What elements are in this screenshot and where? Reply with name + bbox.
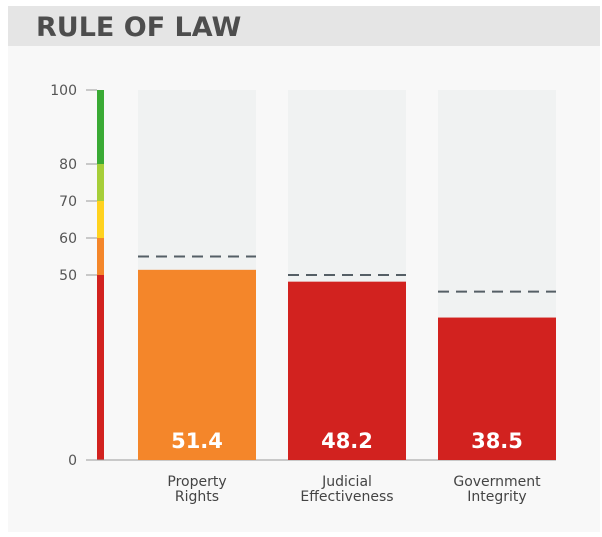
category-label: Integrity xyxy=(467,489,526,505)
category-label: Government xyxy=(453,474,541,490)
y-tick-label: 70 xyxy=(59,194,77,210)
category-label: Judicial xyxy=(321,474,372,490)
y-tick-label: 0 xyxy=(68,453,77,469)
scale-band-4 xyxy=(97,90,104,164)
category-label: Rights xyxy=(175,489,219,505)
bar xyxy=(138,269,256,460)
scale-band-0 xyxy=(97,275,104,460)
title-bar: RULE OF LAW xyxy=(8,6,600,46)
bar xyxy=(438,317,556,460)
scale-band-3 xyxy=(97,164,104,201)
scale-band-2 xyxy=(97,201,104,238)
bar-value-label: 38.5 xyxy=(471,429,523,453)
bar xyxy=(288,281,406,460)
category-label: Effectiveness xyxy=(300,489,393,505)
scale-band-1 xyxy=(97,238,104,275)
y-tick-label: 60 xyxy=(59,231,77,247)
y-tick-label: 80 xyxy=(59,157,77,173)
chart-title: RULE OF LAW xyxy=(36,12,242,43)
category-label: Property xyxy=(167,474,226,490)
bar-value-label: 51.4 xyxy=(171,429,223,453)
y-tick-label: 50 xyxy=(59,268,77,284)
y-tick-label: 100 xyxy=(50,83,77,99)
bar-value-label: 48.2 xyxy=(321,429,373,453)
